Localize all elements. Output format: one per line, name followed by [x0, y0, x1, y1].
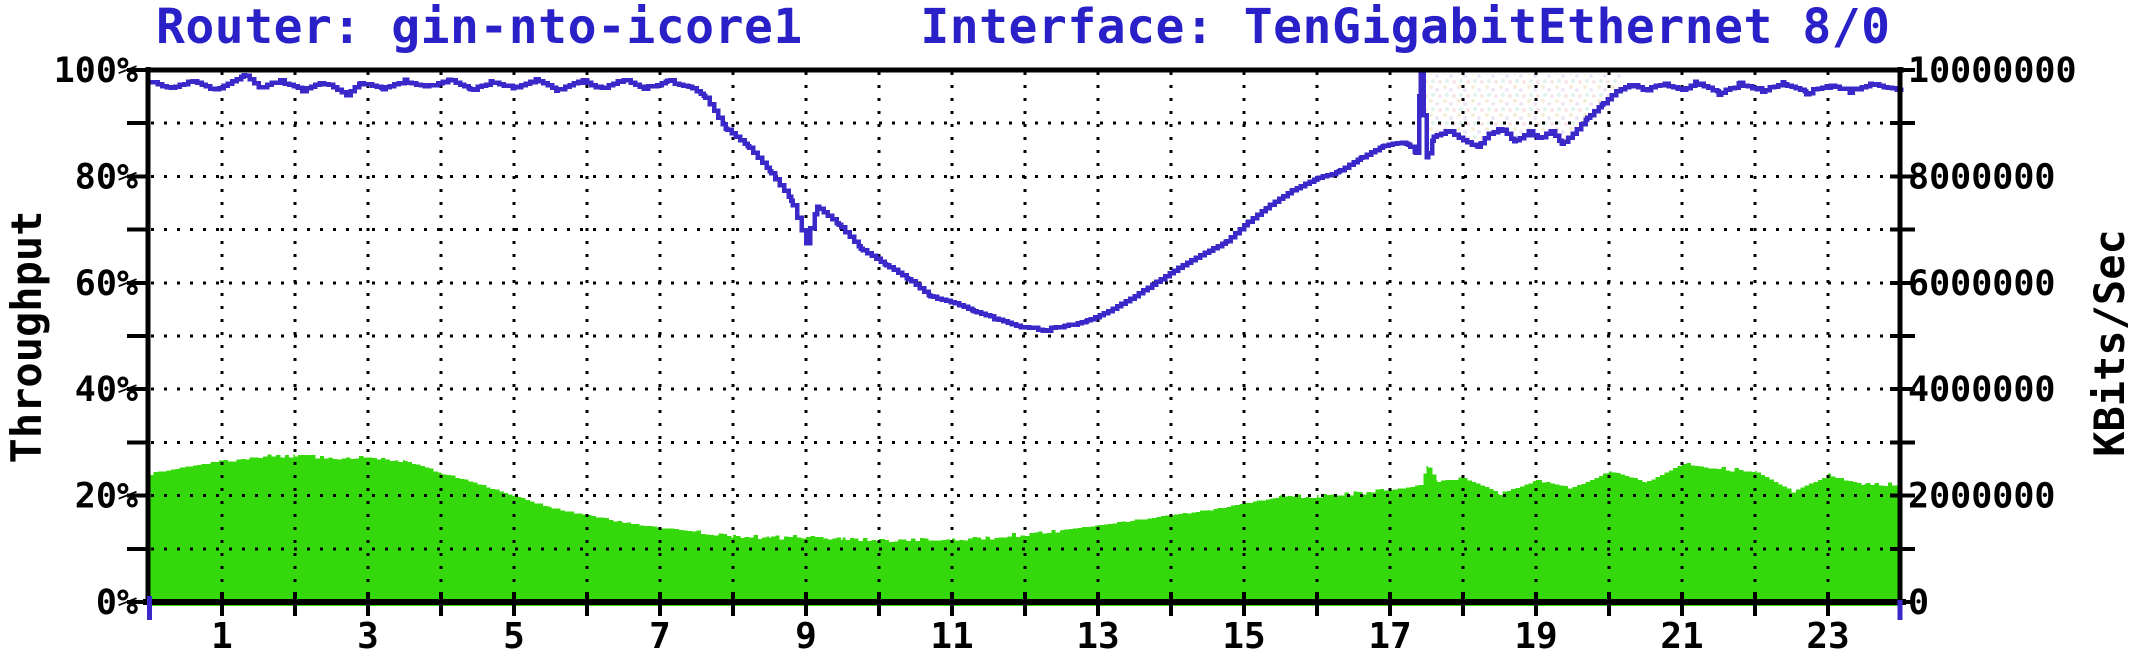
- right-tick-label: 10000000: [1908, 51, 2077, 91]
- x-tick-label: 9: [795, 616, 817, 657]
- peak-haze-region: [1419, 74, 1621, 158]
- x-tick-label: 21: [1660, 616, 1703, 657]
- x-tick-label: 11: [930, 616, 973, 657]
- x-tick-label: 17: [1368, 616, 1411, 657]
- x-tick-label: 1: [211, 616, 233, 657]
- grid-layer: [151, 72, 1898, 600]
- x-tick-label: 15: [1222, 616, 1265, 657]
- left-tick-label: 40%: [75, 370, 138, 410]
- right-tick-label: 2000000: [1908, 477, 2056, 517]
- left-tick-label: 20%: [75, 477, 138, 517]
- tick-marks: [127, 68, 1915, 616]
- left-tick-label: 100%: [54, 51, 138, 91]
- left-tick-label: 80%: [75, 157, 138, 197]
- tick-labels: 100% 80% 60% 40% 20% 0% 10000000 8000000 6000000…: [54, 51, 2077, 657]
- x-tick-label: 23: [1806, 616, 1849, 657]
- graph-title: Router: gin-nto-icore1 Interface: TenGig…: [156, 0, 1891, 55]
- left-tick-label: 0%: [96, 583, 138, 623]
- traffic-out-line: [149, 72, 1904, 333]
- x-tick-label: 13: [1076, 616, 1119, 657]
- left-tick-label: 60%: [75, 264, 138, 304]
- right-tick-label: 4000000: [1908, 370, 2056, 410]
- x-tick-label: 7: [649, 616, 671, 657]
- x-tick-label: 5: [503, 616, 525, 657]
- right-tick-label: 0: [1908, 583, 1929, 623]
- x-tick-label: 3: [357, 616, 379, 657]
- x-tick-label: 19: [1514, 616, 1557, 657]
- right-tick-label: 6000000: [1908, 264, 2056, 304]
- right-tick-label: 8000000: [1908, 157, 2056, 197]
